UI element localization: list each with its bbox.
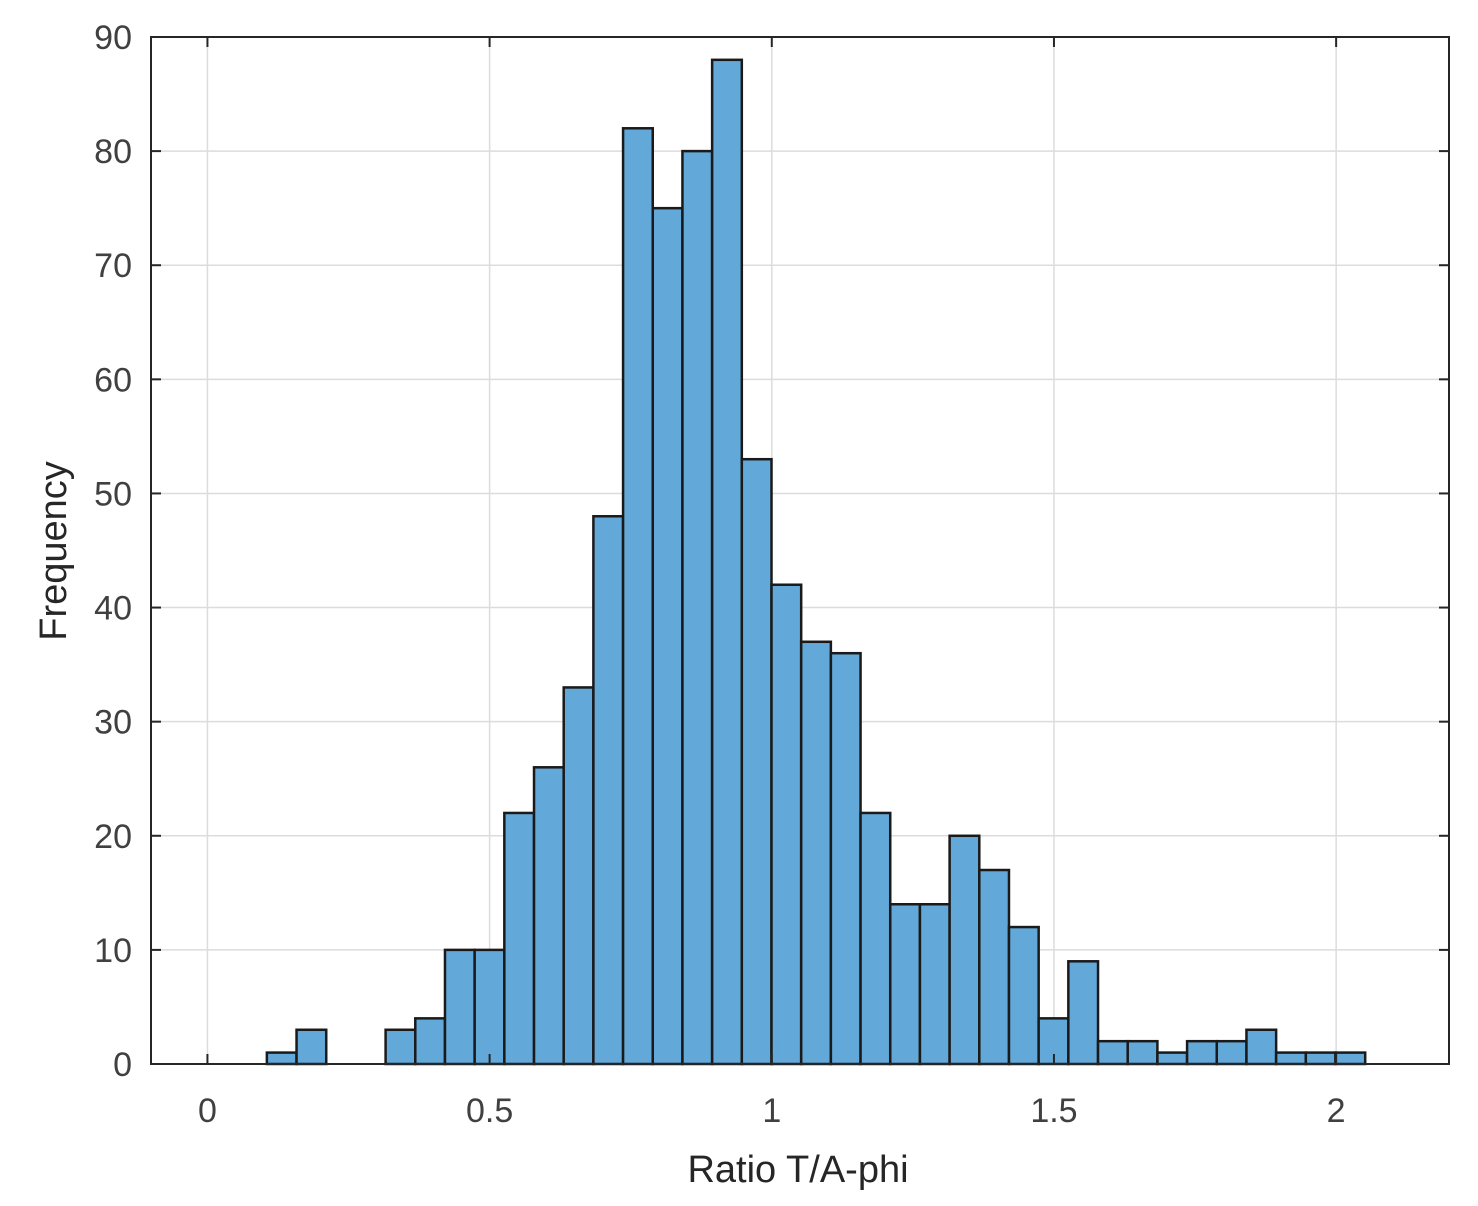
histogram-bar: [265, 1051, 298, 1066]
x-tick-label: 2: [1327, 1092, 1346, 1130]
histogram-bar: [978, 868, 1011, 1066]
histogram-bar: [1126, 1039, 1159, 1066]
histogram-bar: [799, 640, 833, 1066]
x-axis-label: Ratio T/A-phi: [687, 1149, 908, 1191]
y-tick-label: 0: [113, 1046, 132, 1084]
histogram-bar: [592, 515, 625, 1066]
histogram-bar: [473, 948, 506, 1066]
y-tick-label: 30: [94, 704, 132, 742]
y-tick-label: 70: [94, 247, 132, 285]
y-tick-label: 60: [94, 361, 132, 399]
histogram-bar: [948, 834, 981, 1066]
histogram-bar: [888, 902, 922, 1066]
histogram-bar: [1274, 1051, 1308, 1066]
y-tick-label: 20: [94, 818, 132, 856]
histogram-bar: [621, 127, 655, 1066]
x-tick-label: 1: [762, 1092, 781, 1130]
histogram-bar: [562, 686, 595, 1066]
y-tick-label: 90: [94, 19, 132, 57]
histogram-bar: [414, 1017, 447, 1066]
histogram-bar: [1067, 960, 1100, 1066]
histogram-bar: [503, 811, 536, 1066]
histogram-bar: [1334, 1051, 1367, 1066]
y-axis-label: Frequency: [33, 461, 75, 641]
bars: [265, 58, 1367, 1066]
histogram-bar: [651, 206, 684, 1066]
histogram-bar: [1304, 1051, 1337, 1066]
histogram-bar: [859, 811, 892, 1066]
x-tick-label: 1.5: [1030, 1092, 1077, 1130]
plot-frame: [150, 36, 1450, 1065]
histogram-bar: [710, 58, 744, 1066]
y-tick-label: 40: [94, 590, 132, 628]
histogram-bar: [1245, 1028, 1278, 1066]
histogram-bar: [295, 1028, 328, 1066]
histogram-bar: [681, 149, 714, 1066]
x-tick-label: 0: [198, 1092, 217, 1130]
y-tick-label: 10: [94, 932, 132, 970]
histogram-bar: [532, 766, 565, 1066]
histogram-bar: [1096, 1039, 1129, 1066]
x-tick-label: 0.5: [466, 1092, 513, 1130]
histogram-bar: [1185, 1039, 1219, 1066]
histogram-bar: [1007, 925, 1040, 1066]
histogram-bar: [1215, 1039, 1248, 1066]
y-tick-label: 50: [94, 475, 132, 513]
axes: [150, 36, 1450, 1065]
histogram-bar: [384, 1028, 417, 1066]
histogram-bar: [918, 902, 951, 1066]
histogram-bar: [770, 583, 803, 1066]
histogram-bar: [1156, 1051, 1189, 1066]
y-tick-label: 80: [94, 133, 132, 171]
histogram-bar: [443, 948, 476, 1066]
histogram-bar: [740, 457, 773, 1066]
histogram-bar: [829, 651, 862, 1066]
